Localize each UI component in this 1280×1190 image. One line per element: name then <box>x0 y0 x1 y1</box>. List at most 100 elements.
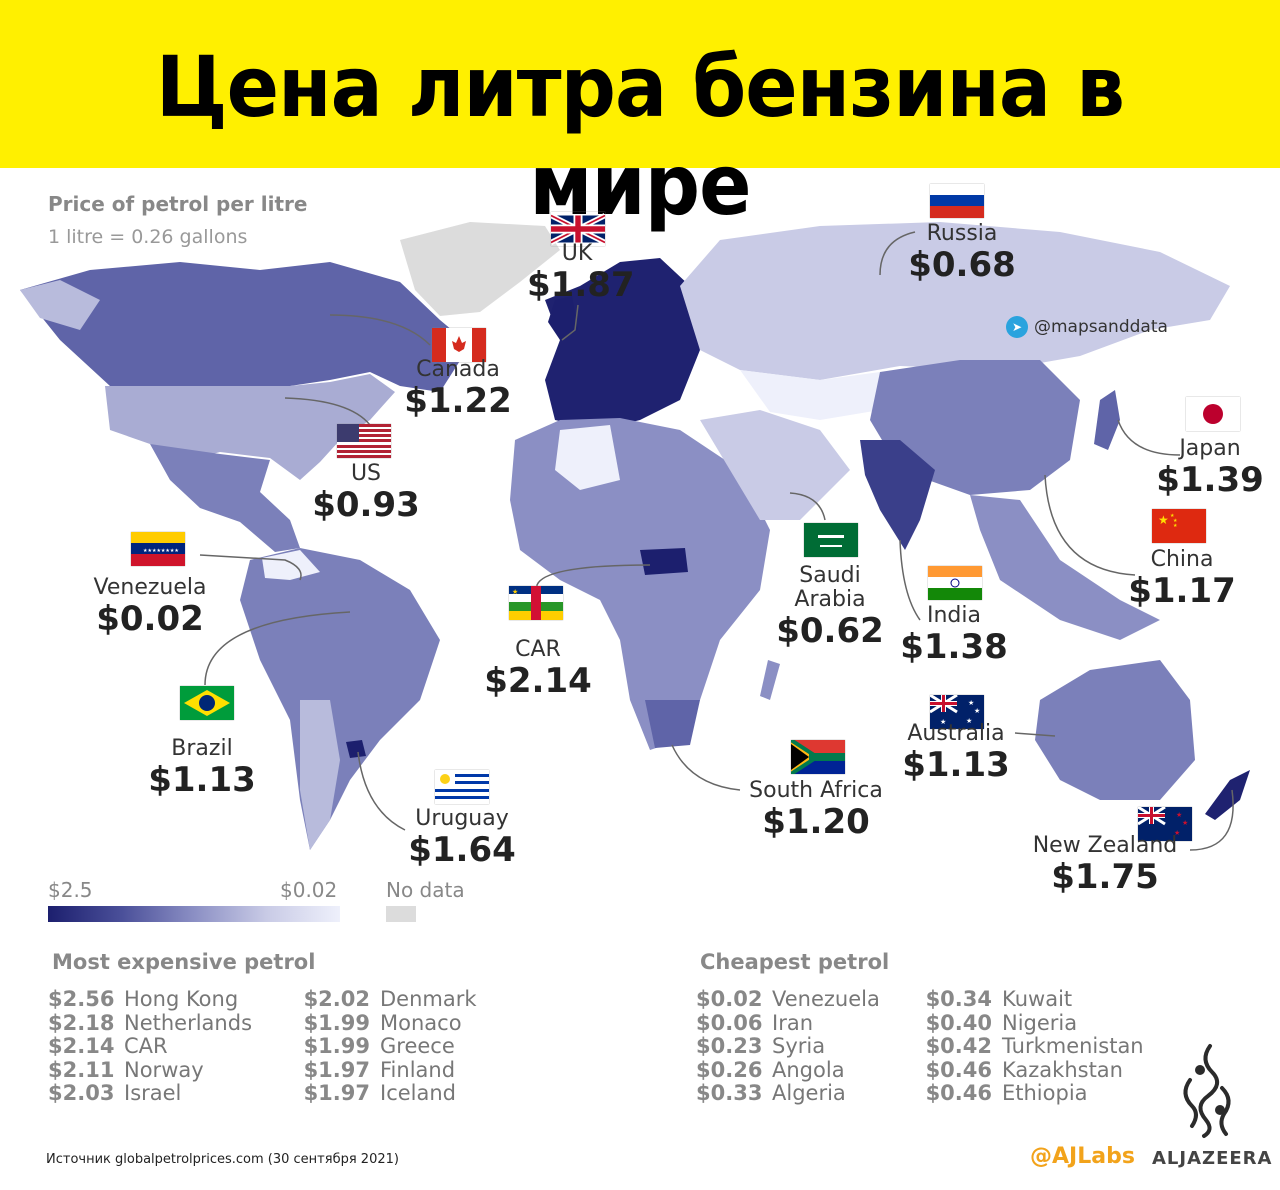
list-item: $2.02 Denmark <box>303 987 477 1011</box>
brazil-price: $1.13 <box>148 760 256 800</box>
list-item: $0.42 Turkmenistan <box>925 1034 1144 1058</box>
list-item: $2.56 Hong Kong <box>48 987 239 1011</box>
list-item: $0.33 Algeria <box>696 1081 846 1105</box>
telegram-handle: ➤ @mapsanddata <box>1006 316 1168 338</box>
venezuela-shape <box>262 550 320 580</box>
list-item: $0.23 Syria <box>696 1034 826 1058</box>
australia-name: Australia <box>907 721 1005 746</box>
list-item: $0.06 Iran <box>696 1010 814 1035</box>
russia-price: $0.68 <box>908 245 1016 285</box>
car-shape <box>640 548 688 575</box>
list-item: $0.46 Kazakhstan <box>925 1057 1123 1082</box>
list-item: $1.99 Greece <box>303 1034 455 1058</box>
svg-text:★: ★ <box>1170 513 1175 519</box>
china-leader <box>1044 474 1136 576</box>
canada-flag-icon <box>432 328 486 362</box>
list-item: $0.40 Nigeria <box>925 1010 1078 1035</box>
canada-shape <box>20 262 470 392</box>
car-callout: CAR $2.14 <box>478 637 598 701</box>
china-flag-icon: ★ ★ ★ ★ <box>1152 509 1206 543</box>
canada-name: Canada <box>416 357 500 382</box>
canada-leader <box>329 314 431 346</box>
alaska-shape <box>20 280 100 330</box>
russia-callout: Russia $0.68 <box>897 222 1027 285</box>
uruguay-callout: Uruguay $1.64 <box>402 806 522 870</box>
us-name: US <box>350 461 382 486</box>
new-zealand-flag-icon: ★ ★ ★ <box>1138 807 1192 841</box>
japan-leader <box>1117 419 1181 456</box>
source-note: Источник globalpetrolprices.com (30 сент… <box>46 1152 399 1167</box>
india-price: $1.38 <box>900 627 1008 667</box>
us-leader <box>284 397 371 426</box>
china-callout: China $1.17 <box>1122 547 1242 611</box>
list-item: $1.99 Monaco <box>303 1010 462 1035</box>
legend-high-label: $2.5 <box>48 878 93 902</box>
south-africa-price: $1.20 <box>762 802 870 842</box>
list-item: $0.34 Kuwait <box>925 987 1073 1011</box>
list-item: $1.97 Finland <box>303 1057 456 1082</box>
china-name: China <box>1150 547 1214 572</box>
uk-shape <box>548 296 578 340</box>
legend-nodata-swatch <box>386 906 416 922</box>
australia-price: $1.13 <box>902 745 1010 785</box>
india-shape <box>860 440 935 550</box>
svg-text:★: ★ <box>1176 811 1182 819</box>
map-subtitle: Price of petrol per litre <box>48 192 308 216</box>
telegram-icon: ➤ <box>1006 316 1028 338</box>
page-title: Цена литра бензина в мире <box>155 38 1125 234</box>
south-africa-flag-icon <box>791 740 845 774</box>
legend-low-label: $0.02 <box>280 878 338 902</box>
india-name: India <box>927 603 981 628</box>
brazil-flag-icon <box>180 686 234 720</box>
svg-text:★: ★ <box>974 707 980 715</box>
new-zealand-price: $1.75 <box>1051 857 1159 897</box>
most-expensive-col-1: $2.56 Hong Kong $2.18 Netherlands $2.14 CAR… <box>48 987 252 1106</box>
uruguay-leader <box>357 751 406 831</box>
brazil-leader <box>204 611 351 686</box>
aljazeera-logo-icon <box>1183 1044 1231 1138</box>
list-item: $2.14 CAR <box>48 1034 168 1058</box>
japan-price: $1.39 <box>1156 460 1264 500</box>
brazil-name: Brazil <box>171 736 233 761</box>
japan-shape <box>1094 390 1120 450</box>
car-flag-icon: ★ <box>509 586 563 620</box>
saudi-name: Saudi Arabia <box>794 563 866 612</box>
india-callout: India $1.38 <box>894 603 1014 667</box>
mexico-shape <box>150 444 300 552</box>
venezuela-flag-icon: ★★★★★★★★ <box>131 532 185 566</box>
venezuela-name: Venezuela <box>93 575 207 600</box>
uruguay-price: $1.64 <box>408 830 516 870</box>
us-price: $0.93 <box>312 485 420 525</box>
madagascar-shape <box>760 660 780 700</box>
south-america-shape <box>240 548 440 850</box>
saudi-price: $0.62 <box>776 611 884 651</box>
japan-flag-icon <box>1186 397 1240 431</box>
russia-leader <box>879 231 916 276</box>
india-flag-icon <box>928 566 982 600</box>
uk-leader <box>561 304 579 341</box>
svg-text:★: ★ <box>1182 819 1188 827</box>
new-zealand-callout: New Zealand $1.75 <box>1022 834 1188 897</box>
list-item: $2.11 Norway <box>48 1057 204 1082</box>
svg-text:★: ★ <box>1158 513 1169 527</box>
legend-nodata-label: No data <box>386 878 465 902</box>
us-flag-icon <box>337 424 391 458</box>
uruguay-name: Uruguay <box>415 806 509 831</box>
greenland-shape <box>400 222 560 316</box>
svg-text:★: ★ <box>512 588 518 596</box>
car-price: $2.14 <box>484 661 592 701</box>
svg-text:★: ★ <box>966 717 972 725</box>
car-name: CAR <box>515 637 561 662</box>
cheapest-col-2: $0.34 Kuwait $0.40 Nigeria $0.42 Turkmenist… <box>922 987 1144 1106</box>
most-expensive-title: Most expensive petrol <box>52 950 316 974</box>
india-leader <box>899 539 921 621</box>
handle-text: @mapsanddata <box>1034 317 1168 337</box>
most-expensive-col-2: $2.02 Denmark $1.99 Monaco $1.99 Greece $1.… <box>300 987 477 1106</box>
svg-text:★: ★ <box>1174 829 1180 837</box>
japan-callout: Japan $1.39 <box>1150 437 1270 500</box>
list-item: $2.03 Israel <box>48 1081 182 1105</box>
us-callout: US $0.93 <box>306 461 426 525</box>
venezuela-leader <box>199 554 302 581</box>
list-item: $1.97 Iceland <box>303 1081 457 1105</box>
canada-callout: Canada $1.22 <box>398 357 518 421</box>
